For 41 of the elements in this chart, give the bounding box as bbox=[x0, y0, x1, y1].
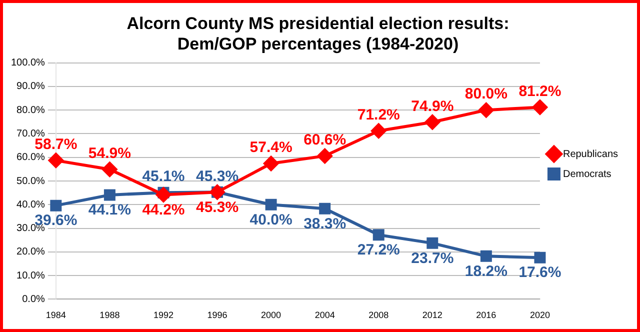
data-label: 38.3% bbox=[304, 215, 346, 232]
data-label: 27.2% bbox=[357, 242, 400, 259]
x-tick-label: 2000 bbox=[261, 310, 282, 320]
x-tick-label: 2020 bbox=[530, 310, 550, 320]
y-tick-label: 100.0% bbox=[10, 58, 46, 69]
data-label: 44.2% bbox=[142, 201, 185, 218]
legend-label: Republicans bbox=[562, 148, 618, 160]
chart-title: Alcorn County MS presidential election results: bbox=[126, 14, 510, 33]
y-tick-label: 10.0% bbox=[16, 270, 46, 282]
data-label: 71.2% bbox=[357, 106, 400, 124]
y-tick-label: 0.0% bbox=[22, 294, 46, 305]
y-tick-label: 50.0% bbox=[16, 176, 46, 187]
data-label: 40.0% bbox=[250, 211, 292, 228]
legend-label: Democrats bbox=[562, 168, 612, 180]
data-label: 45.1% bbox=[142, 168, 185, 186]
data-label: 18.2% bbox=[464, 262, 508, 280]
data-label: 60.6% bbox=[304, 132, 346, 149]
data-label: 17.6% bbox=[518, 264, 562, 282]
data-label: 57.4% bbox=[250, 139, 292, 156]
x-tick-label: 2004 bbox=[314, 310, 335, 320]
y-tick-label: 80.0% bbox=[16, 104, 46, 116]
y-tick-label: 40.0% bbox=[16, 199, 46, 210]
y-tick-label: 60.0% bbox=[16, 152, 46, 164]
data-label: 44.1% bbox=[88, 202, 131, 219]
y-tick-label: 20.0% bbox=[16, 246, 46, 258]
data-label: 81.2% bbox=[518, 82, 562, 100]
data-label: 80.0% bbox=[464, 86, 508, 103]
x-tick-label: 1992 bbox=[153, 310, 174, 320]
data-label: 45.3% bbox=[196, 198, 239, 216]
x-tick-label: 2008 bbox=[368, 310, 389, 320]
chart-subtitle: Dem/GOP percentages (1984-2020) bbox=[177, 34, 459, 54]
data-label: 23.7% bbox=[411, 250, 454, 267]
data-label: 45.3% bbox=[196, 168, 239, 185]
x-tick-label: 2016 bbox=[476, 310, 496, 320]
x-tick-label: 1984 bbox=[46, 310, 66, 320]
y-tick-label: 90.0% bbox=[16, 81, 46, 92]
x-tick-label: 1988 bbox=[100, 310, 120, 320]
data-label: 74.9% bbox=[411, 98, 454, 115]
x-tick-label: 1996 bbox=[207, 310, 228, 320]
x-tick-label: 2012 bbox=[422, 310, 442, 320]
data-label: 54.9% bbox=[88, 145, 131, 162]
